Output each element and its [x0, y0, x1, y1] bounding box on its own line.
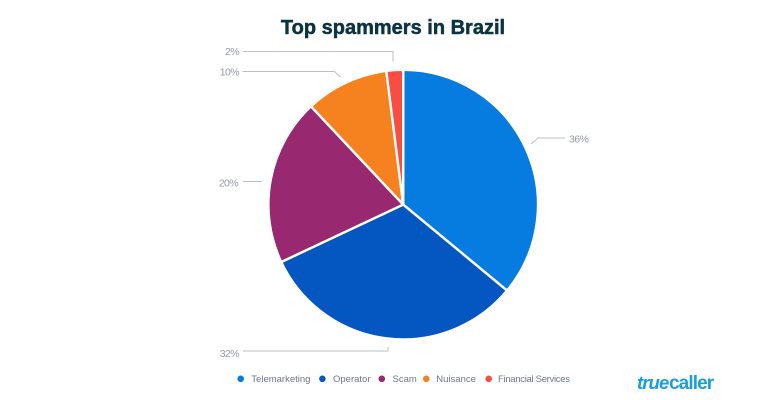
svg-text:32%: 32% [220, 348, 239, 360]
svg-text:caller: caller [669, 373, 715, 394]
svg-text:36%: 36% [569, 134, 588, 146]
svg-text:2%: 2% [225, 46, 239, 58]
svg-text:Telemarketing: Telemarketing [251, 374, 310, 385]
svg-text:Scam: Scam [393, 374, 417, 385]
svg-text:Top spammers in Brazil: Top spammers in Brazil [281, 17, 505, 39]
svg-text:10%: 10% [220, 67, 239, 79]
svg-text:true: true [637, 372, 669, 393]
svg-text:Nuisance: Nuisance [436, 374, 476, 385]
svg-text:Operator: Operator [333, 374, 371, 385]
svg-text:Financial Services: Financial Services [498, 374, 570, 385]
svg-text:20%: 20% [219, 178, 238, 190]
